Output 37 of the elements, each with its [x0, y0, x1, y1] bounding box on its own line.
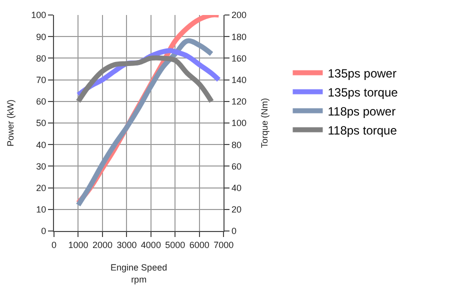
y2-tick-label: 160: [231, 53, 246, 64]
x-tick-label: 2000: [92, 240, 112, 250]
x-axis-title: Engine Speed rpm: [110, 262, 168, 284]
y-tick-label: 0: [41, 226, 46, 236]
y2-tick-label: 120: [231, 96, 246, 107]
y-tick-label: 60: [36, 96, 46, 107]
y2-tick-label: 100: [231, 118, 246, 128]
y-tick-label: 50: [36, 118, 46, 128]
x-tick-label: 3000: [116, 240, 137, 250]
legend-label: 135ps power: [328, 66, 396, 80]
y-tick-label: 30: [36, 161, 46, 172]
y2-tick-label: 200: [231, 10, 246, 20]
y2-axis-title: Torque (Nm): [259, 98, 270, 148]
x-tick-label: 7000: [214, 240, 234, 250]
y-tick-label: 70: [36, 74, 46, 85]
y2-tick-label: 80: [231, 140, 242, 150]
y2-tick-label: 180: [231, 32, 246, 42]
y-tick-label: 100: [31, 10, 46, 20]
x-tick-label: 5000: [165, 240, 186, 250]
legend-label: 118ps power: [328, 104, 396, 118]
y-tick-label: 20: [36, 182, 46, 193]
y2-tick-label: 40: [231, 182, 242, 193]
y-axis-title: Power (kW): [6, 100, 16, 146]
x-tick-label: 0: [51, 240, 57, 250]
x-tick-label: 4000: [140, 240, 161, 250]
x-tick-label: 6000: [189, 240, 210, 250]
y-tick-label: 80: [36, 53, 46, 64]
y-tick-label: 10: [36, 204, 46, 215]
y-tick-label: 90: [36, 32, 46, 42]
y2-tick-label: 60: [231, 161, 242, 172]
legend-label: 135ps torque: [328, 85, 398, 100]
x-tick-label: 1000: [68, 240, 88, 250]
y-tick-label: 40: [36, 140, 46, 150]
y2-tick-label: 20: [231, 204, 242, 215]
legend-label: 118ps torque: [328, 123, 398, 138]
y2-tick-label: 0: [231, 226, 236, 236]
y2-tick-label: 140: [231, 74, 246, 85]
